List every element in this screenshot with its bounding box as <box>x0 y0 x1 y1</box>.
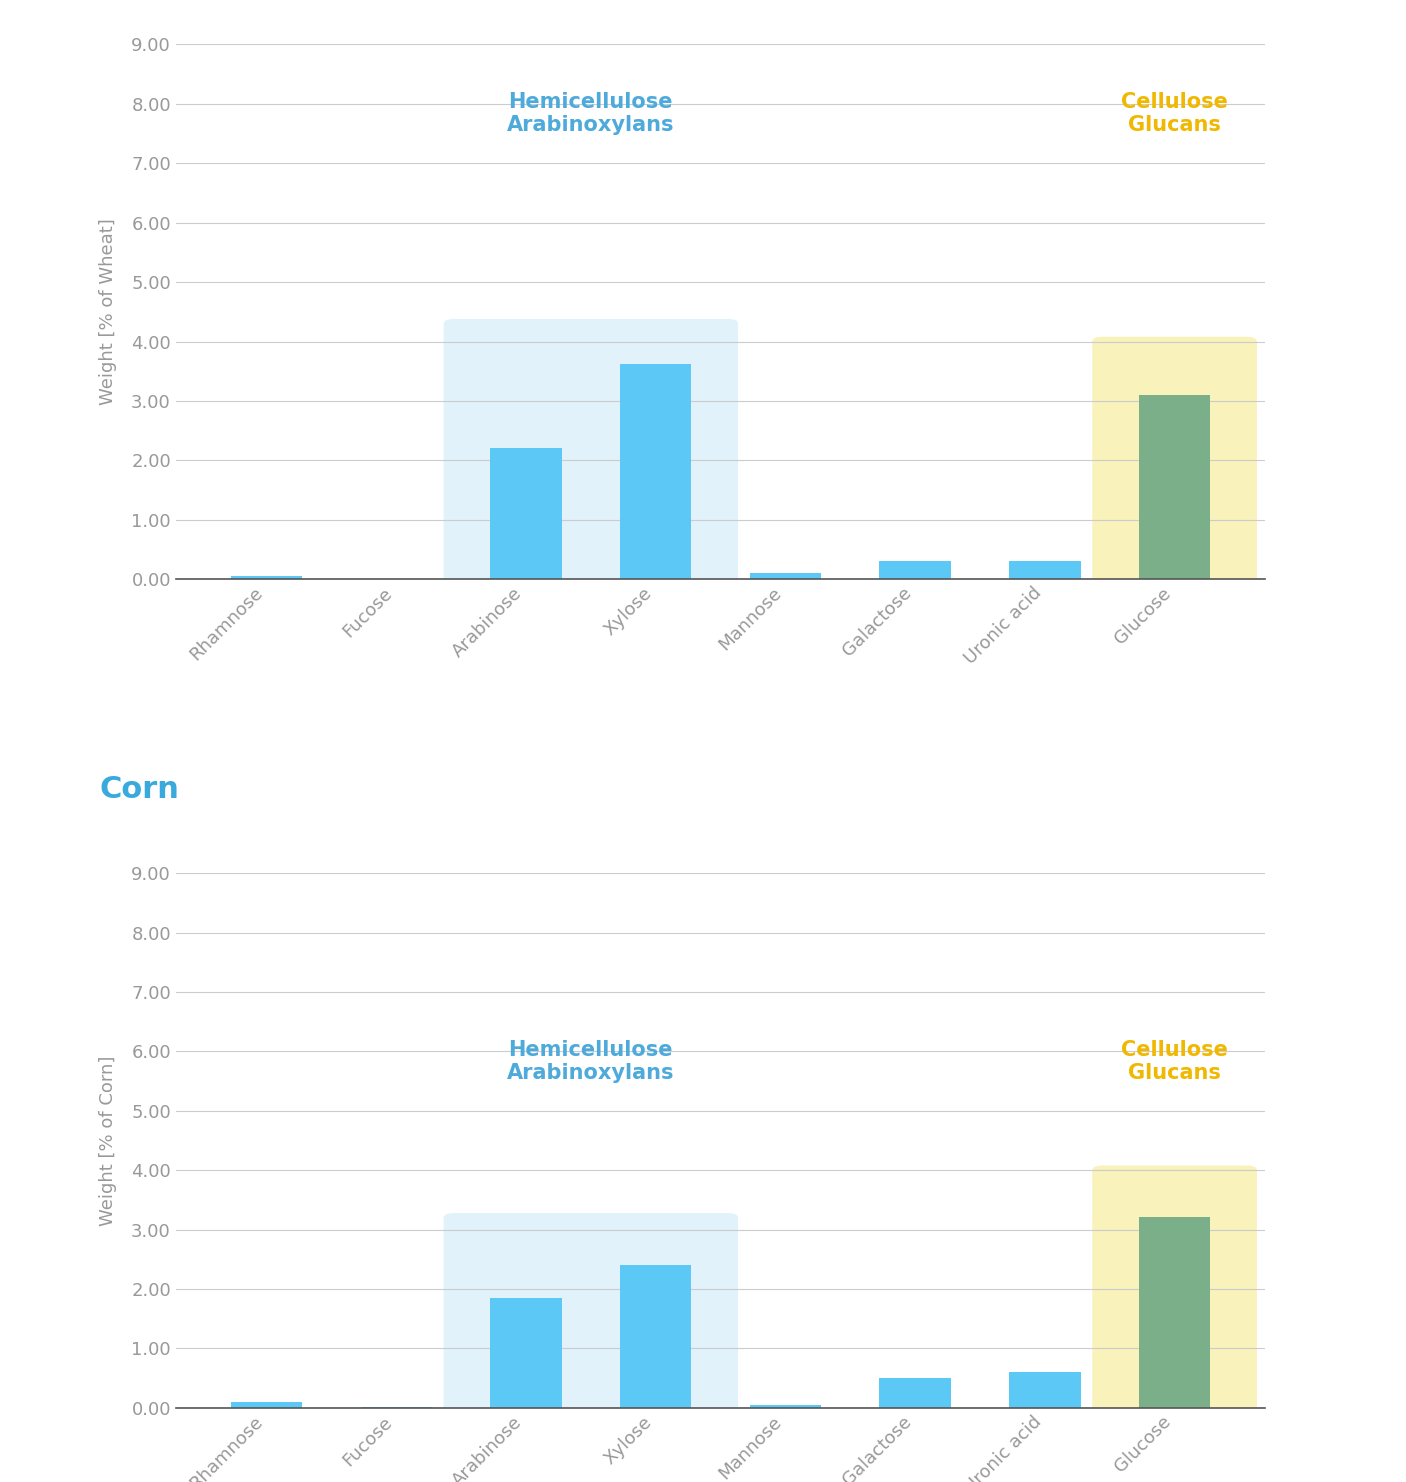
Bar <box>749 574 821 579</box>
Text: Hemicellulose
Arabinoxylans: Hemicellulose Arabinoxylans <box>508 92 675 135</box>
Y-axis label: Weight [% of Corn]: Weight [% of Corn] <box>100 1055 117 1226</box>
Bar <box>1010 562 1081 579</box>
Bar <box>749 1405 821 1408</box>
Text: Cellulose
Glucans: Cellulose Glucans <box>1121 92 1227 135</box>
FancyBboxPatch shape <box>444 319 738 590</box>
Text: Corn: Corn <box>100 775 180 803</box>
Bar <box>880 1378 950 1408</box>
Bar <box>231 1402 302 1408</box>
FancyBboxPatch shape <box>444 1214 738 1418</box>
Text: Hemicellulose
Arabinoxylans: Hemicellulose Arabinoxylans <box>508 1039 675 1083</box>
Bar <box>880 562 950 579</box>
Bar <box>231 576 302 579</box>
Bar <box>491 1298 561 1408</box>
Y-axis label: Weight [% of Wheat]: Weight [% of Wheat] <box>100 218 117 405</box>
FancyBboxPatch shape <box>1092 1165 1257 1418</box>
Bar <box>491 449 561 579</box>
Bar <box>1139 1217 1211 1408</box>
Bar <box>1139 396 1211 579</box>
Bar <box>620 1266 692 1408</box>
Bar <box>1010 1372 1081 1408</box>
FancyBboxPatch shape <box>1092 336 1257 590</box>
Bar <box>620 365 692 579</box>
Text: Cellulose
Glucans: Cellulose Glucans <box>1121 1039 1227 1083</box>
